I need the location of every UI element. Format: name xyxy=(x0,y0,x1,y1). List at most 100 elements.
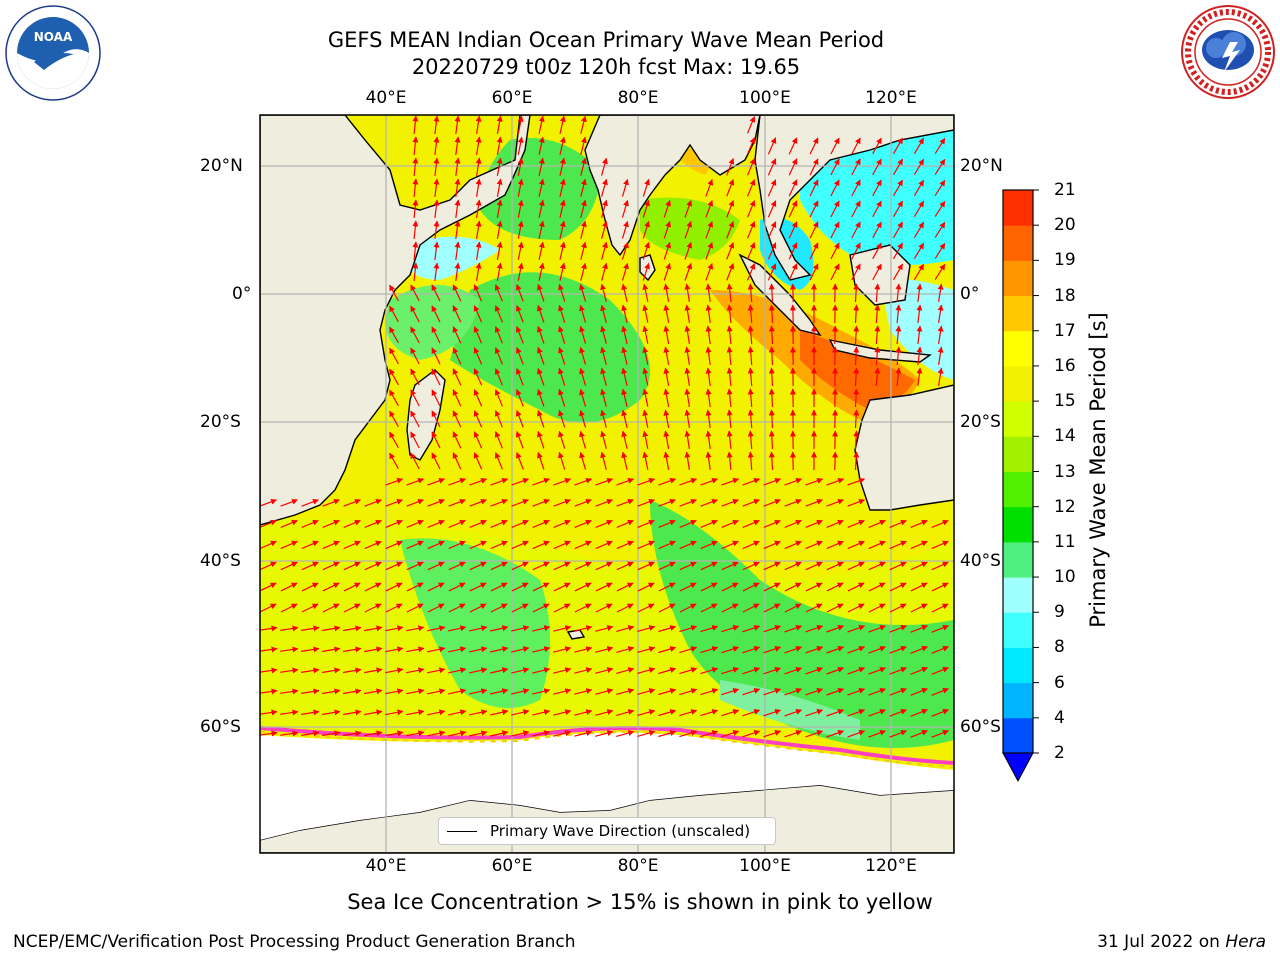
wave-direction-arrow xyxy=(931,519,949,528)
wave-direction-arrow xyxy=(490,625,509,632)
wave-direction-arrow xyxy=(427,667,446,674)
wave-direction-arrow xyxy=(343,498,361,507)
wave-direction-arrow xyxy=(663,409,670,429)
wave-direction-arrow xyxy=(412,178,419,198)
wave-direction-arrow xyxy=(454,157,461,176)
wave-direction-arrow xyxy=(553,561,571,571)
wave-direction-arrow xyxy=(872,179,882,197)
wave-direction-arrow xyxy=(910,708,928,717)
wave-direction-arrow xyxy=(768,283,775,303)
wave-direction-arrow xyxy=(658,498,676,507)
wave-direction-arrow xyxy=(910,645,928,654)
wave-direction-arrow xyxy=(726,346,733,366)
wave-direction-arrow xyxy=(767,242,777,260)
wave-direction-arrow xyxy=(595,561,613,571)
wave-direction-arrow xyxy=(663,262,671,281)
wave-direction-arrow xyxy=(538,157,545,176)
wave-direction-arrow xyxy=(663,451,670,471)
wave-direction-arrow xyxy=(788,242,798,260)
wave-direction-arrow xyxy=(558,451,566,470)
wave-direction-arrow xyxy=(301,519,319,528)
wave-direction-arrow xyxy=(385,477,404,486)
wave-direction-arrow xyxy=(406,625,425,632)
colorbar-tick-label: 19 xyxy=(1054,250,1076,271)
wave-direction-arrow xyxy=(768,325,775,345)
wave-direction-arrow xyxy=(910,624,928,633)
wave-direction-arrow xyxy=(642,325,649,344)
wave-direction-arrow xyxy=(788,221,798,239)
wave-direction-arrow xyxy=(868,645,886,654)
wave-direction-arrow xyxy=(805,709,824,717)
wave-direction-arrow xyxy=(406,498,424,507)
wave-direction-arrow xyxy=(788,263,798,281)
wave-direction-arrow xyxy=(853,346,860,366)
wave-direction-arrow xyxy=(642,346,649,365)
colorbar-tick-label: 17 xyxy=(1054,320,1076,341)
wave-direction-arrow xyxy=(579,430,587,449)
wave-direction-arrow xyxy=(742,730,761,738)
wave-direction-arrow xyxy=(705,409,712,428)
wave-direction-arrow xyxy=(934,179,946,196)
wave-direction-arrow xyxy=(809,158,819,176)
wave-direction-arrow xyxy=(412,241,419,261)
wave-direction-arrow xyxy=(595,603,613,613)
wave-direction-arrow xyxy=(621,346,628,365)
wave-direction-arrow xyxy=(916,367,923,386)
wave-direction-arrow xyxy=(851,158,861,176)
wave-direction-arrow xyxy=(663,199,671,218)
wave-direction-arrow xyxy=(385,646,404,653)
wave-direction-arrow xyxy=(537,430,545,449)
wave-direction-arrow xyxy=(684,430,691,449)
wave-direction-arrow xyxy=(517,199,524,218)
wave-direction-arrow xyxy=(363,730,383,737)
wave-direction-arrow xyxy=(363,667,383,674)
wave-direction-arrow xyxy=(448,730,467,737)
wave-direction-arrow xyxy=(746,116,756,134)
wave-direction-arrow xyxy=(768,388,775,408)
wave-direction-arrow xyxy=(705,430,712,449)
wave-direction-arrow xyxy=(767,179,777,197)
wave-direction-arrow xyxy=(805,561,823,571)
wave-direction-arrow xyxy=(343,730,362,737)
wave-direction-arrow xyxy=(809,179,819,197)
colorbar-tick-label: 6 xyxy=(1054,672,1065,693)
wave-direction-arrow xyxy=(389,284,399,302)
wave-direction-arrow xyxy=(600,283,607,302)
wave-direction-arrow xyxy=(454,220,461,239)
wave-direction-arrow xyxy=(537,367,545,386)
wave-direction-arrow xyxy=(574,603,592,613)
wave-direction-arrow xyxy=(621,220,629,239)
wave-direction-arrow xyxy=(851,137,861,155)
wave-direction-arrow xyxy=(616,498,634,507)
wave-direction-arrow xyxy=(427,709,446,716)
wave-direction-arrow xyxy=(616,582,634,592)
wave-direction-arrow xyxy=(684,304,691,323)
wave-direction-arrow xyxy=(937,367,944,386)
wave-direction-arrow xyxy=(768,346,775,366)
wave-direction-arrow xyxy=(473,368,483,386)
wave-direction-arrow xyxy=(742,688,761,696)
wave-direction-arrow xyxy=(621,367,628,386)
wave-direction-arrow xyxy=(595,646,614,653)
wave-direction-arrow xyxy=(895,325,902,345)
wave-direction-arrow xyxy=(700,709,719,717)
wave-direction-arrow xyxy=(679,561,697,571)
wave-direction-arrow xyxy=(895,283,902,303)
wave-direction-arrow xyxy=(412,115,419,135)
wave-direction-arrow xyxy=(433,136,440,155)
wave-direction-arrow xyxy=(301,540,319,550)
wave-direction-arrow xyxy=(830,242,840,260)
wave-direction-arrow xyxy=(301,582,319,592)
wave-direction-arrow xyxy=(621,388,628,407)
wave-direction-arrow xyxy=(301,730,320,737)
wave-direction-arrow xyxy=(558,325,566,344)
wave-direction-arrow xyxy=(537,304,545,323)
wave-direction-arrow xyxy=(830,158,840,176)
wave-direction-arrow xyxy=(847,687,866,696)
wave-direction-arrow xyxy=(684,199,693,218)
wave-direction-arrow xyxy=(558,409,566,428)
wave-direction-arrow xyxy=(343,603,361,613)
wave-direction-arrow xyxy=(684,346,691,365)
wave-direction-arrow xyxy=(364,498,382,507)
wave-direction-arrow xyxy=(684,241,693,260)
